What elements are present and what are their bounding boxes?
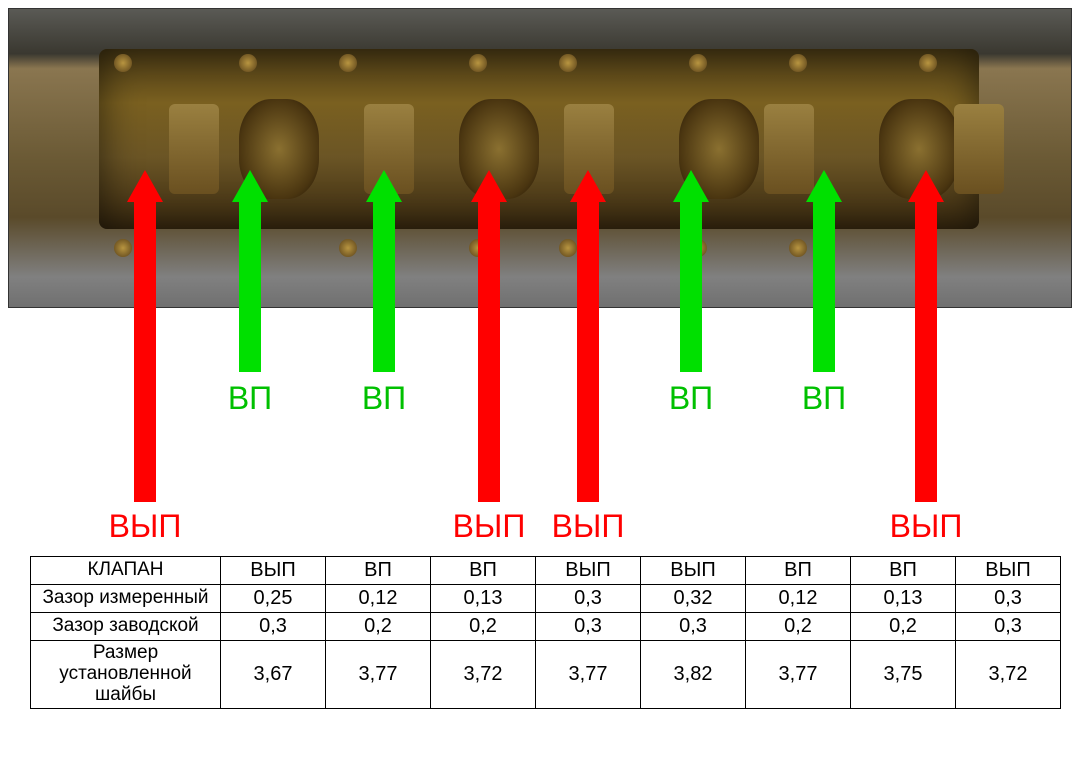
table-row: Размер установленной шайбы3,673,773,723,…: [31, 641, 1061, 709]
value-cell: 0,32: [641, 585, 746, 613]
value-cell: 0,13: [431, 585, 536, 613]
cylinder-head: [99, 49, 979, 229]
table-header-row: КЛАПАН ВЫП ВП ВП ВЫП ВЫП ВП ВП ВЫП: [31, 557, 1061, 585]
arrow-shaft: [680, 202, 702, 372]
value-cell: 3,77: [326, 641, 431, 709]
intake-label: ВП: [205, 380, 295, 417]
col-h: ВП: [431, 557, 536, 585]
value-cell: 3,75: [851, 641, 956, 709]
head-bolt: [239, 54, 257, 72]
intake-label: ВП: [779, 380, 869, 417]
arrow-head-icon: [673, 170, 709, 202]
head-bolt: [114, 54, 132, 72]
head-bolt: [559, 54, 577, 72]
exhaust-label: ВЫП: [543, 508, 633, 545]
value-cell: 0,3: [956, 585, 1061, 613]
arrow-shaft: [813, 202, 835, 372]
valve-data-table: КЛАПАН ВЫП ВП ВП ВЫП ВЫП ВП ВП ВЫП Зазор…: [30, 556, 1061, 709]
arrow-head-icon: [127, 170, 163, 202]
col-h: ВП: [326, 557, 431, 585]
exhaust-arrow: [570, 170, 606, 502]
arrow-shaft: [239, 202, 261, 372]
arrow-shaft: [373, 202, 395, 372]
table-row: Зазор заводской0,30,20,20,30,30,20,20,3: [31, 613, 1061, 641]
exhaust-label: ВЫП: [100, 508, 190, 545]
arrow-shaft: [478, 202, 500, 502]
col-h: ВЫП: [641, 557, 746, 585]
value-cell: 3,77: [746, 641, 851, 709]
head-bolt: [789, 239, 807, 257]
table-row: Зазор измеренный0,250,120,130,30,320,120…: [31, 585, 1061, 613]
value-cell: 0,2: [851, 613, 956, 641]
value-cell: 0,25: [221, 585, 326, 613]
head-bolt: [469, 54, 487, 72]
exhaust-arrow: [127, 170, 163, 502]
arrow-head-icon: [366, 170, 402, 202]
row-label: Размер установленной шайбы: [31, 641, 221, 709]
cam-bearing: [169, 104, 219, 194]
value-cell: 0,2: [326, 613, 431, 641]
row-label: Зазор измеренный: [31, 585, 221, 613]
table-body: Зазор измеренный0,250,120,130,30,320,120…: [31, 585, 1061, 709]
arrow-head-icon: [806, 170, 842, 202]
exhaust-arrow: [908, 170, 944, 502]
intake-label: ВП: [646, 380, 736, 417]
arrow-head-icon: [908, 170, 944, 202]
head-bolt: [689, 54, 707, 72]
cam-bearing: [954, 104, 1004, 194]
col-h: ВП: [851, 557, 956, 585]
arrow-head-icon: [570, 170, 606, 202]
head-bolt: [339, 54, 357, 72]
head-bolt: [789, 54, 807, 72]
value-cell: 3,77: [536, 641, 641, 709]
head-bolt: [339, 239, 357, 257]
value-cell: 0,3: [956, 613, 1061, 641]
arrow-head-icon: [471, 170, 507, 202]
arrow-head-icon: [232, 170, 268, 202]
col-h: ВЫП: [956, 557, 1061, 585]
intake-arrow: [673, 170, 709, 372]
value-cell: 0,3: [641, 613, 746, 641]
exhaust-arrow: [471, 170, 507, 502]
intake-label: ВП: [339, 380, 429, 417]
intake-arrow: [232, 170, 268, 372]
intake-arrow: [806, 170, 842, 372]
value-cell: 0,3: [536, 585, 641, 613]
value-cell: 3,72: [431, 641, 536, 709]
value-cell: 3,67: [221, 641, 326, 709]
arrow-shaft: [915, 202, 937, 502]
col-h: ВЫП: [536, 557, 641, 585]
value-cell: 0,3: [536, 613, 641, 641]
head-bolt: [919, 54, 937, 72]
value-cell: 0,2: [431, 613, 536, 641]
arrow-shaft: [577, 202, 599, 502]
value-cell: 0,2: [746, 613, 851, 641]
arrow-shaft: [134, 202, 156, 502]
col-h: ВЫП: [221, 557, 326, 585]
value-cell: 0,12: [746, 585, 851, 613]
value-cell: 0,12: [326, 585, 431, 613]
value-cell: 0,3: [221, 613, 326, 641]
exhaust-label: ВЫП: [881, 508, 971, 545]
value-cell: 3,72: [956, 641, 1061, 709]
header-label: КЛАПАН: [31, 557, 221, 585]
col-h: ВП: [746, 557, 851, 585]
value-cell: 0,13: [851, 585, 956, 613]
intake-arrow: [366, 170, 402, 372]
row-label: Зазор заводской: [31, 613, 221, 641]
value-cell: 3,82: [641, 641, 746, 709]
exhaust-label: ВЫП: [444, 508, 534, 545]
